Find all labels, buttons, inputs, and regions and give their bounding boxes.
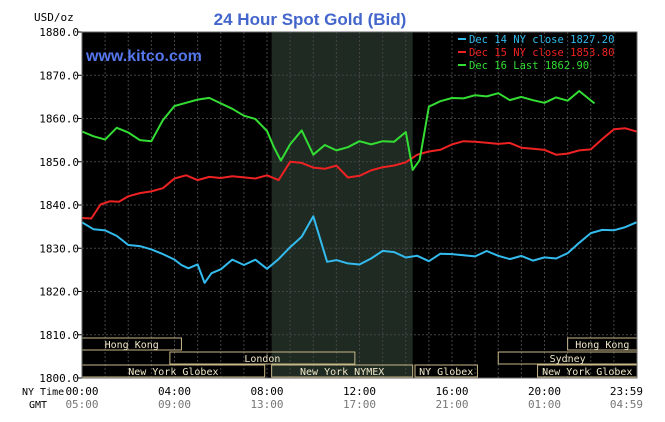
x-tick-label-gmt: 21:00 <box>435 398 468 411</box>
x-tick-label-gmt: 09:00 <box>158 398 191 411</box>
session-label: New York Globex <box>542 367 632 378</box>
series-line <box>81 127 637 220</box>
date-label: December 16, 2020 21:16 <box>465 18 610 30</box>
y-tick-label: 1880.0 <box>39 26 79 39</box>
session-bar <box>271 364 414 378</box>
y-tick-label: 1860.0 <box>39 113 79 126</box>
y-unit-label: USD/oz <box>34 11 74 24</box>
y-tick-label: 1850.0 <box>39 156 79 169</box>
x-tick-label-ny: 16:00 <box>435 385 468 398</box>
x-tick-label-gmt: 13:00 <box>250 398 283 411</box>
ny-time-row-label: NY Time <box>22 387 64 398</box>
session-label: London <box>244 354 280 365</box>
y-tick-label: 1820.0 <box>39 286 79 299</box>
session-label: Hong Kong <box>105 340 159 351</box>
legend-entry: Dec 15 NY close 1853.80 <box>469 47 614 59</box>
session-label: New York Globex <box>128 367 218 378</box>
y-axis-ticks: 1880.0 1870.0 1860.0 1850.0 1840.0 1830.0 1820… <box>39 26 82 385</box>
x-tick-label-gmt: 01:00 <box>528 398 561 411</box>
y-tick-label: 1840.0 <box>39 199 79 212</box>
gmt-row-label: GMT <box>29 400 47 411</box>
y-tick-label: 1870.0 <box>39 69 79 82</box>
x-tick-label-ny: 20:00 <box>528 385 561 398</box>
chart-title: 24 Hour Spot Gold (Bid) <box>214 10 407 29</box>
watermark-url: www.kitco.com <box>85 48 202 65</box>
x-tick-label-ny: 12:00 <box>343 385 376 398</box>
legend-entry: Dec 14 NY close 1827.20 <box>469 34 614 46</box>
x-tick-label-ny: 08:00 <box>250 385 283 398</box>
session-label: New York NYMEX <box>300 367 384 378</box>
y-tick-label: 1810.0 <box>39 329 79 342</box>
trading-sessions: Hong Kong Hong Kong London Sydney New York G… <box>81 337 638 378</box>
y-tick-label: 1830.0 <box>39 242 79 255</box>
session-bar <box>169 351 356 365</box>
session-bar <box>414 364 478 378</box>
x-tick-label-ny: 23:59 <box>610 385 643 398</box>
plot-border <box>81 31 638 379</box>
x-tick-label-gmt: 04:59 <box>610 398 643 411</box>
x-tick-label-ny: 00:00 <box>65 385 98 398</box>
session-label: Hong Kong <box>575 340 629 351</box>
legend-entry: Dec 16 Last 1862.90 <box>469 60 589 72</box>
x-tick-label-gmt: 17:00 <box>343 398 376 411</box>
series-line <box>81 90 596 171</box>
session-label: NY Globex <box>419 367 473 378</box>
price-series <box>81 90 637 284</box>
y-tick-label: 1800.0 <box>39 372 79 385</box>
x-tick-label-ny: 04:00 <box>158 385 191 398</box>
x-tick-label-gmt: 05:00 <box>65 398 98 411</box>
grid-lines <box>82 32 637 378</box>
session-label: Sydney <box>550 354 586 365</box>
series-line <box>81 215 637 284</box>
